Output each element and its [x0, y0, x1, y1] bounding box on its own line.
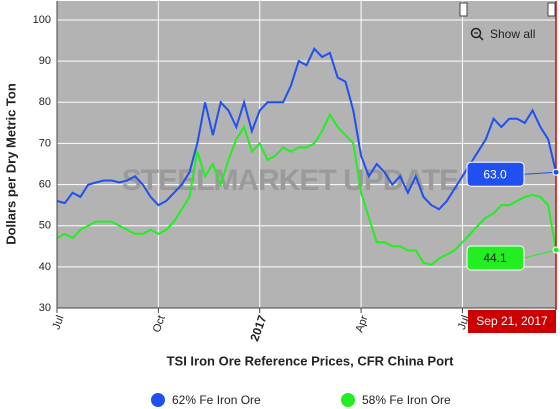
zoom-icon	[470, 27, 482, 39]
x-axis-title: TSI Iron Ore Reference Prices, CFR China…	[167, 353, 454, 368]
value-badge	[466, 245, 525, 271]
series-line	[56, 112, 557, 266]
reset-button[interactable]: Show all	[464, 24, 546, 46]
badge-connector	[523, 171, 557, 175]
legend-label: 58% Fe Iron Ore	[362, 393, 451, 407]
x-tick-label: Apr	[353, 314, 370, 335]
x-tick-label: Sep 21, 2017	[476, 314, 548, 328]
button-background	[464, 24, 546, 46]
badge-connector	[523, 249, 557, 259]
range-handle[interactable]	[547, 2, 556, 17]
y-tick-label: 100	[33, 14, 51, 26]
range-handle[interactable]	[459, 2, 468, 17]
y-tick-label: 50	[39, 220, 51, 232]
data-label: 63.0	[483, 167, 507, 181]
x-tick-label: Oct	[151, 314, 168, 334]
zoom-icon	[478, 35, 484, 41]
lines	[56, 47, 557, 266]
y-tick-label: 70	[39, 137, 51, 149]
y-tick-label: 40	[39, 261, 51, 273]
legend-symbol	[341, 393, 355, 407]
y-tick-label: 60	[39, 178, 51, 190]
y-tick-label: 80	[39, 96, 51, 108]
date-badge	[468, 310, 556, 333]
value-badge	[466, 161, 525, 187]
y-tick-label: 30	[39, 302, 51, 314]
end-point	[552, 168, 560, 176]
y-axis-title: Dollars per Dry Metric Ton	[3, 83, 18, 245]
y-tick-label: 90	[39, 55, 51, 67]
data-label: 44.1	[483, 251, 507, 265]
legend-label: 62% Fe Iron Ore	[172, 393, 261, 407]
x-tick-label: 2017	[247, 313, 269, 343]
x-tick-label: Jul	[456, 314, 472, 331]
end-point	[552, 246, 560, 254]
legend-symbol	[151, 393, 165, 407]
series-line	[56, 47, 557, 211]
x-tick-label: Jul	[50, 314, 66, 331]
button-label: Show all	[490, 27, 535, 41]
